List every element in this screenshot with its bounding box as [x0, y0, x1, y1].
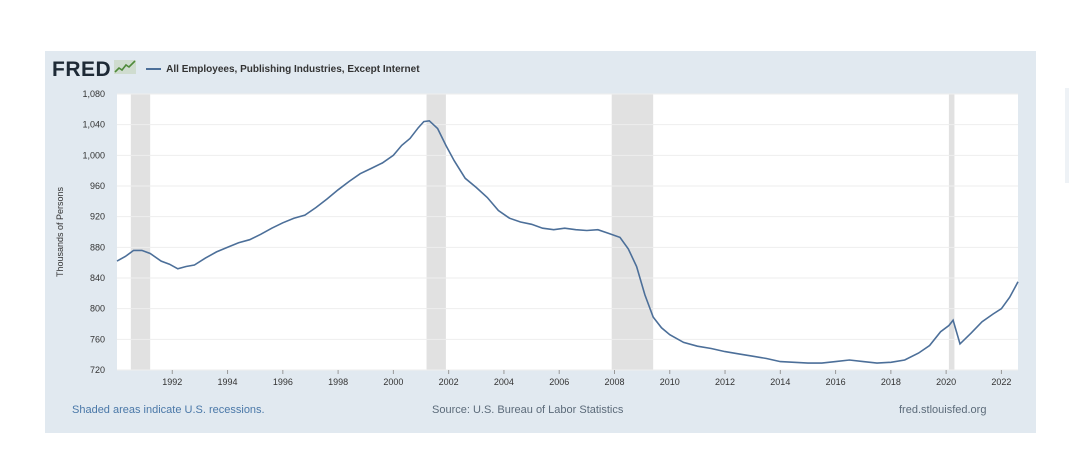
y-tick-label: 1,080: [82, 89, 105, 99]
x-tick-label: 2014: [770, 377, 790, 387]
x-tick-label: 2012: [715, 377, 735, 387]
fred-sparkline-icon: [114, 59, 137, 79]
recession-band: [426, 94, 446, 370]
x-tick-label: 2008: [604, 377, 624, 387]
recession-band: [611, 94, 654, 370]
series-title[interactable]: All Employees, Publishing Industries, Ex…: [166, 63, 420, 75]
recession-band: [948, 94, 955, 370]
y-tick-label: 1,000: [82, 150, 105, 160]
scrollbar-hint: [1065, 88, 1069, 183]
x-tick-label: 2006: [549, 377, 569, 387]
y-tick-label: 800: [90, 304, 105, 314]
y-tick-label: 840: [90, 273, 105, 283]
chart-header: FRED All Employees, Publishing Industrie…: [52, 56, 420, 82]
series-line[interactable]: [116, 119, 1019, 364]
x-tick-label: 2010: [660, 377, 680, 387]
x-tick-label: 2002: [439, 377, 459, 387]
y-tick-label: 960: [90, 181, 105, 191]
recession-band: [130, 94, 151, 370]
x-tick-label: 2004: [494, 377, 514, 387]
y-tick-label: 760: [90, 334, 105, 344]
site-link[interactable]: fred.stlouisfed.org: [899, 404, 987, 416]
x-tick-label: 2022: [991, 377, 1011, 387]
y-axis-label: Thousands of Persons: [55, 186, 65, 277]
y-tick-label: 1,040: [82, 120, 105, 130]
y-tick-label: 720: [90, 365, 105, 375]
x-tick-label: 2000: [383, 377, 403, 387]
x-tick-label: 2018: [881, 377, 901, 387]
x-tick-label: 1992: [162, 377, 182, 387]
recession-note: Shaded areas indicate U.S. recessions.: [72, 404, 265, 416]
source-note: Source: U.S. Bureau of Labor Statistics: [432, 404, 624, 416]
y-tick-label: 880: [90, 242, 105, 252]
x-tick-label: 2020: [936, 377, 956, 387]
y-tick-label: 920: [90, 212, 105, 222]
legend-swatch: [146, 68, 162, 70]
x-tick-label: 2016: [826, 377, 846, 387]
plot-area: [117, 94, 1018, 370]
x-tick-label: 1994: [218, 377, 238, 387]
fred-logo[interactable]: FRED: [52, 57, 112, 81]
x-tick-label: 1998: [328, 377, 348, 387]
x-tick-label: 1996: [273, 377, 293, 387]
